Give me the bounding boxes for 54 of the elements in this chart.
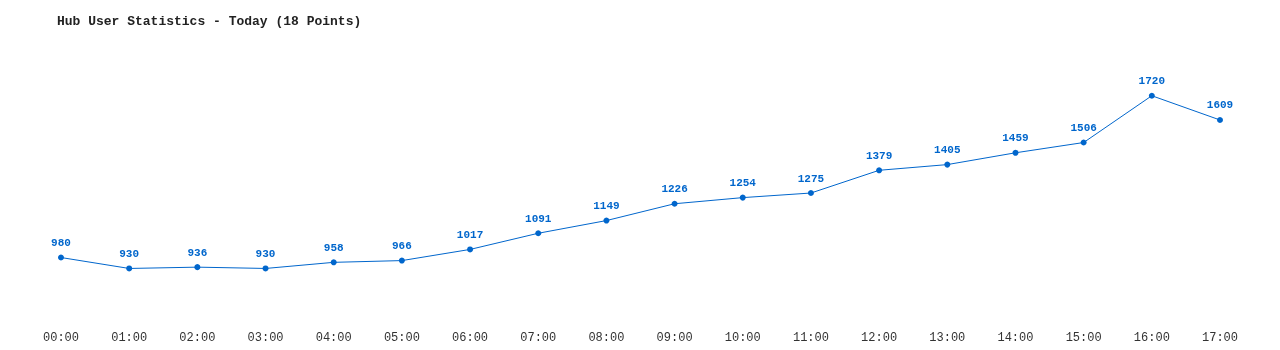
point xyxy=(535,230,542,237)
data-label: 1506 xyxy=(1070,122,1097,135)
x-tick-label: 11:00 xyxy=(792,331,829,345)
point xyxy=(194,264,201,271)
data-label: 1720 xyxy=(1138,75,1166,88)
x-tick-label: 04:00 xyxy=(315,331,352,345)
point xyxy=(807,190,814,197)
point xyxy=(330,259,337,266)
x-tick-label: 15:00 xyxy=(1065,331,1102,345)
point xyxy=(1217,117,1223,123)
x-tick-label: 03:00 xyxy=(247,331,284,345)
point xyxy=(58,254,64,261)
point xyxy=(467,246,474,253)
x-tick-label: 00:00 xyxy=(42,331,80,345)
point xyxy=(944,161,951,168)
data-label: 980 xyxy=(51,237,71,250)
data-label: 1149 xyxy=(593,200,620,213)
x-tick-label: 05:00 xyxy=(383,331,420,345)
data-label: 1017 xyxy=(456,228,484,241)
data-label: 1091 xyxy=(525,212,552,225)
point xyxy=(671,200,678,207)
x-tick-label: 09:00 xyxy=(656,331,693,345)
x-tick-label: 07:00 xyxy=(520,331,557,345)
data-label: 936 xyxy=(187,246,208,259)
data-label: 1226 xyxy=(661,183,688,196)
point xyxy=(876,167,883,174)
data-label: 1379 xyxy=(865,149,893,162)
x-tick-label: 16:00 xyxy=(1133,331,1170,345)
x-tick-label: 01:00 xyxy=(111,331,148,345)
data-label: 1459 xyxy=(1002,132,1029,145)
point xyxy=(126,265,133,272)
x-tick-label: 02:00 xyxy=(179,331,216,345)
data-label: 1609 xyxy=(1206,99,1234,112)
data-label: 966 xyxy=(391,240,412,253)
x-tick-label: 14:00 xyxy=(997,331,1034,345)
point xyxy=(1148,92,1155,99)
point xyxy=(603,217,610,224)
data-label: 1405 xyxy=(934,144,961,157)
data-label: 930 xyxy=(255,247,276,260)
point xyxy=(262,265,269,272)
chart-title: Hub User Statistics - Today (18 Points) xyxy=(57,14,362,29)
point xyxy=(398,257,405,264)
point xyxy=(739,194,746,201)
data-label: 930 xyxy=(119,247,140,260)
x-tick-label: 17:00 xyxy=(1201,331,1239,345)
data-label: 1275 xyxy=(797,172,825,185)
x-tick-label: 10:00 xyxy=(724,331,761,345)
point xyxy=(1012,149,1019,156)
data-label: 958 xyxy=(323,241,344,254)
x-tick-label: 06:00 xyxy=(452,331,489,345)
data-label: 1254 xyxy=(729,177,757,190)
x-tick-label: 08:00 xyxy=(588,331,625,345)
x-tick-label: 12:00 xyxy=(861,331,898,345)
x-tick-label: 13:00 xyxy=(929,331,966,345)
